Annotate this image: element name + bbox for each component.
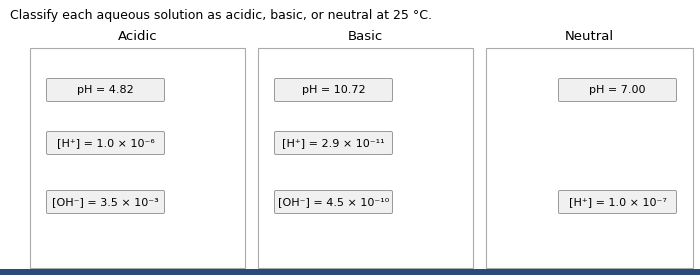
FancyBboxPatch shape [46,78,164,102]
Text: Basic: Basic [348,30,383,43]
FancyBboxPatch shape [559,190,676,213]
Text: pH = 10.72: pH = 10.72 [302,85,365,95]
FancyBboxPatch shape [274,132,393,155]
Text: pH = 4.82: pH = 4.82 [77,85,134,95]
FancyBboxPatch shape [559,78,676,102]
FancyBboxPatch shape [46,190,164,213]
Bar [0,269,700,275]
Text: [OH⁻] = 4.5 × 10⁻¹⁰: [OH⁻] = 4.5 × 10⁻¹⁰ [278,197,389,207]
Text: Neutral: Neutral [565,30,614,43]
FancyBboxPatch shape [258,48,473,268]
Text: [H⁺] = 1.0 × 10⁻⁶: [H⁺] = 1.0 × 10⁻⁶ [57,138,155,148]
Text: [OH⁻] = 3.5 × 10⁻³: [OH⁻] = 3.5 × 10⁻³ [52,197,159,207]
Text: Acidic: Acidic [118,30,158,43]
Text: [H⁺] = 2.9 × 10⁻¹¹: [H⁺] = 2.9 × 10⁻¹¹ [282,138,385,148]
FancyBboxPatch shape [46,132,164,155]
Text: Classify each aqueous solution as acidic, basic, or neutral at 25 °C.: Classify each aqueous solution as acidic… [10,9,432,22]
Text: pH = 7.00: pH = 7.00 [589,85,645,95]
FancyBboxPatch shape [486,48,693,268]
FancyBboxPatch shape [274,78,393,102]
Text: [H⁺] = 1.0 × 10⁻⁷: [H⁺] = 1.0 × 10⁻⁷ [568,197,666,207]
FancyBboxPatch shape [274,190,393,213]
FancyBboxPatch shape [30,48,245,268]
